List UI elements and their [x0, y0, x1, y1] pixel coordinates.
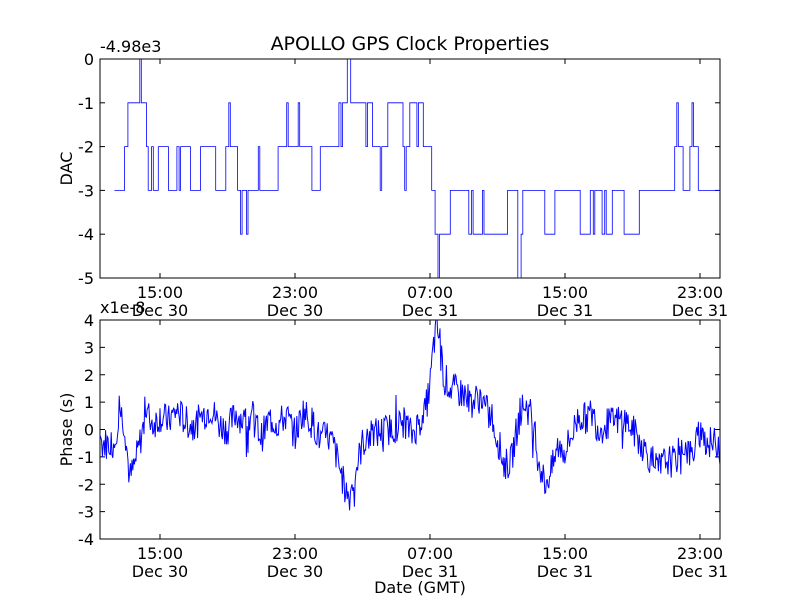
phase-series-line	[100, 320, 720, 511]
dac-xtick-date: Dec 31	[672, 301, 728, 320]
phase-ylabel: Phase (s)	[57, 393, 76, 467]
phase-ytick-label: 1	[84, 393, 94, 412]
phase-xtick-date: Dec 30	[267, 562, 323, 581]
dac-ytick-label: 0	[84, 50, 94, 69]
dac-offset-text: -4.98e3	[100, 37, 161, 56]
phase-ytick-label: 3	[84, 338, 94, 357]
phase-xtick-time: 07:00	[407, 544, 453, 563]
dac-xtick-time: 15:00	[542, 283, 588, 302]
dac-ytick-label: -4	[78, 225, 94, 244]
dac-ylabel: DAC	[57, 152, 76, 186]
dac-xtick-date: Dec 30	[267, 301, 323, 320]
chart-title: APOLLO GPS Clock Properties	[271, 33, 550, 55]
phase-xtick-date: Dec 31	[672, 562, 728, 581]
dac-xtick-date: Dec 31	[402, 301, 458, 320]
phase-ytick-label: -1	[78, 448, 94, 467]
dac-series-line	[114, 59, 720, 278]
dac-xtick-time: 15:00	[137, 283, 183, 302]
phase-ytick-label: 0	[84, 421, 94, 440]
phase-xtick-time: 23:00	[677, 544, 723, 563]
phase-ytick-label: -2	[78, 475, 94, 494]
dac-ytick-label: -5	[78, 269, 94, 288]
phase-xtick-time: 23:00	[272, 544, 318, 563]
dac-ytick-label: -3	[78, 181, 94, 200]
dac-xtick-date: Dec 30	[132, 301, 188, 320]
phase-xtick-date: Dec 31	[402, 562, 458, 581]
dac-xtick-date: Dec 31	[537, 301, 593, 320]
phase-xtick-date: Dec 30	[132, 562, 188, 581]
phase-xlabel: Date (GMT)	[374, 578, 466, 597]
dac-ytick-label: -2	[78, 138, 94, 157]
dac-ytick-label: -1	[78, 94, 94, 113]
phase-ytick-label: -4	[78, 530, 94, 549]
phase-ytick-label: -3	[78, 503, 94, 522]
dac-axes-frame	[99, 58, 721, 279]
phase-ytick-label: 2	[84, 366, 94, 385]
phase-xtick-time: 15:00	[137, 544, 183, 563]
dac-xtick-time: 23:00	[677, 283, 723, 302]
phase-ytick-label: 4	[84, 311, 94, 330]
phase-xtick-date: Dec 31	[537, 562, 593, 581]
dac-xtick-time: 23:00	[272, 283, 318, 302]
phase-offset-text: x1e-8	[100, 298, 145, 317]
dac-xtick-time: 07:00	[407, 283, 453, 302]
phase-xtick-time: 15:00	[542, 544, 588, 563]
